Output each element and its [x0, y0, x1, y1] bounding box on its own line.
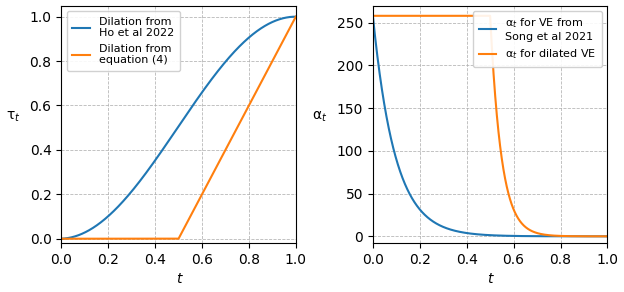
Legend: Dilation from
Ho et al 2022, Dilation from
equation (4): Dilation from Ho et al 2022, Dilation fr…	[67, 11, 180, 71]
X-axis label: t: t	[176, 272, 182, 286]
Y-axis label: α$_t$: α$_t$	[313, 110, 328, 124]
Y-axis label: τ$_t$: τ$_t$	[6, 110, 20, 124]
Legend: α$_t$ for VE from
Song et al 2021, α$_t$ for dilated VE: α$_t$ for VE from Song et al 2021, α$_t$…	[473, 11, 602, 67]
X-axis label: t: t	[487, 272, 493, 286]
